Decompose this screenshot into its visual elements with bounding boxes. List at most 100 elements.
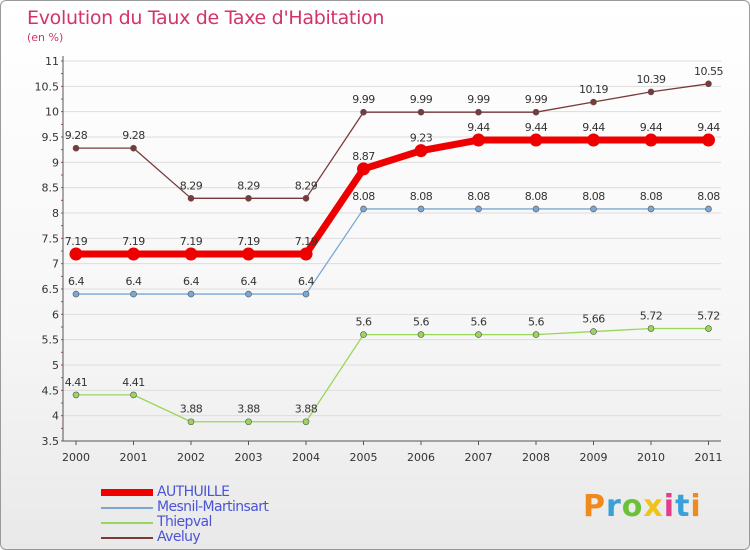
data-point xyxy=(187,290,195,298)
data-label: 7.19 xyxy=(122,235,145,248)
legend-swatch xyxy=(101,521,153,524)
x-tick-label: 2006 xyxy=(407,451,435,464)
data-label: 9.44 xyxy=(582,121,605,134)
data-label: 5.6 xyxy=(471,316,487,329)
data-label: 9.28 xyxy=(122,129,145,142)
series xyxy=(69,80,715,426)
data-point xyxy=(245,195,252,202)
data-label: 9.44 xyxy=(525,121,548,134)
data-point xyxy=(72,290,80,298)
legend-label: Mesnil-Martinsart xyxy=(157,499,269,515)
data-label: 9.99 xyxy=(525,93,548,106)
data-point xyxy=(130,290,137,298)
data-label: 9.28 xyxy=(65,129,88,142)
data-point xyxy=(69,247,83,261)
legend-label: Aveluy xyxy=(157,529,201,545)
data-point xyxy=(475,331,482,338)
data-point xyxy=(302,290,310,298)
data-label: 5.72 xyxy=(640,310,663,323)
y-tick-label: 9 xyxy=(52,156,59,169)
data-label: 6.4 xyxy=(183,275,199,288)
data-point xyxy=(299,247,313,261)
x-tick-label: 2008 xyxy=(522,451,550,464)
data-point xyxy=(590,328,597,335)
data-label: 4.41 xyxy=(122,376,145,389)
data-label: 8.08 xyxy=(697,190,720,203)
y-tick-label: 6.5 xyxy=(42,283,60,296)
data-label: 9.99 xyxy=(410,93,433,106)
legend-item: Thiepval xyxy=(101,515,268,530)
legend-label: AUTHUILLE xyxy=(157,484,230,500)
data-point xyxy=(532,331,540,338)
data-point xyxy=(130,144,137,152)
data-label: 3.88 xyxy=(295,403,318,416)
series-line-thiepval xyxy=(76,327,709,423)
data-point xyxy=(417,331,425,338)
data-point xyxy=(587,133,600,147)
x-tick-label: 2011 xyxy=(695,451,723,464)
legend-swatch xyxy=(101,506,153,509)
data-point xyxy=(702,133,715,147)
data-point xyxy=(590,98,597,106)
data-point xyxy=(590,205,597,213)
x-tick-label: 2007 xyxy=(465,451,493,464)
x-tick-label: 2002 xyxy=(177,451,205,464)
data-label: 8.29 xyxy=(237,179,260,192)
data-label: 9.44 xyxy=(467,121,490,134)
data-point xyxy=(360,108,367,116)
data-point xyxy=(532,108,540,116)
data-point xyxy=(475,205,482,213)
data-label: 9.99 xyxy=(352,93,375,106)
data-point xyxy=(360,205,367,213)
legend: AUTHUILLE Mesnil-Martinsart Thiepval Aveluy xyxy=(101,484,269,545)
x-tick-label: 2000 xyxy=(62,451,90,464)
data-label: 7.19 xyxy=(180,235,203,248)
data-label: 6.4 xyxy=(68,275,84,288)
y-tick-label: 6 xyxy=(52,308,59,321)
data-point xyxy=(127,247,140,261)
y-tick-label: 8.5 xyxy=(42,182,60,195)
data-label: 9.44 xyxy=(697,121,720,134)
y-tick-label: 7.5 xyxy=(42,232,60,245)
data-point xyxy=(245,418,252,426)
axes: 3.5 4 4.5 5 5.5 6 6.5 7 7.5 8 8.5 9 9.5 10 10.5 11 2000 2… xyxy=(35,55,723,464)
data-point xyxy=(417,108,425,116)
data-label: 5.6 xyxy=(528,316,544,329)
data-label: 8.29 xyxy=(180,179,203,192)
data-label: 8.87 xyxy=(352,150,375,163)
data-point xyxy=(472,133,485,147)
y-tick-label: 5 xyxy=(52,359,59,372)
data-label: 5.6 xyxy=(356,316,372,329)
data-label: 9.44 xyxy=(640,121,663,134)
data-label: 7.19 xyxy=(295,235,318,248)
data-point xyxy=(72,144,80,152)
legend-item: Aveluy xyxy=(101,530,268,545)
data-label: 8.08 xyxy=(410,190,433,203)
x-tick-label: 2004 xyxy=(292,451,320,464)
data-point xyxy=(532,205,540,213)
y-tick-label: 4 xyxy=(52,410,59,423)
data-point xyxy=(187,195,195,202)
data-label: 4.41 xyxy=(65,376,88,389)
y-tick-label: 8 xyxy=(52,207,59,220)
y-tick-label: 7 xyxy=(52,258,59,271)
data-label: 6.4 xyxy=(126,275,142,288)
y-tick-label: 11 xyxy=(45,55,59,68)
data-point xyxy=(302,195,310,202)
data-point xyxy=(72,391,80,399)
data-point xyxy=(130,391,137,399)
data-labels: 9.28 9.28 8.29 8.29 8.29 9.99 9.99 9.99 9.99 10.1… xyxy=(65,65,724,416)
data-label: 10.39 xyxy=(637,73,666,86)
data-label: 5.6 xyxy=(413,316,429,329)
data-label: 8.08 xyxy=(467,190,490,203)
data-point xyxy=(417,205,425,213)
data-label: 7.19 xyxy=(65,235,88,248)
data-point xyxy=(357,162,370,176)
x-tick-label: 2001 xyxy=(120,451,148,464)
data-label: 6.4 xyxy=(241,275,257,288)
data-point xyxy=(475,108,482,116)
data-label: 10.55 xyxy=(694,65,723,78)
proxiti-logo: Proxiti xyxy=(583,489,702,524)
x-tick-label: 2009 xyxy=(580,451,608,464)
